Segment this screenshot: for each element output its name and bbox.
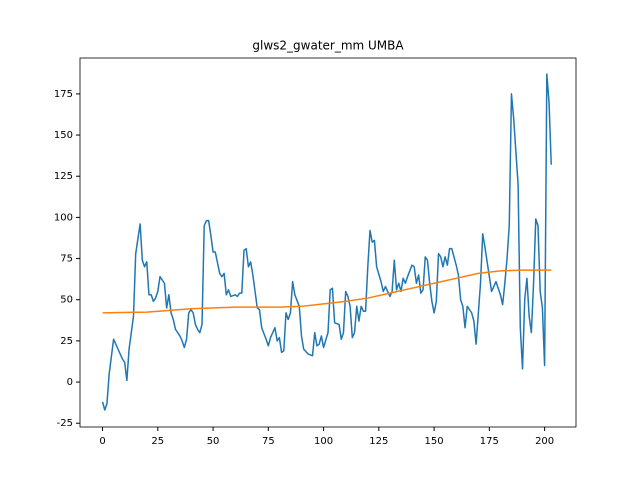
plot-frame — [79, 57, 577, 428]
x-tick-label: 75 — [262, 436, 275, 447]
y-tick-label: 175 — [54, 89, 73, 100]
data-line — [102, 269, 552, 314]
y-tick-label: 25 — [60, 336, 73, 347]
x-tick-label: 0 — [99, 436, 105, 447]
x-tick-label: 125 — [369, 436, 388, 447]
chart-title: glws2_gwater_mm UMBA — [252, 39, 404, 53]
y-tick-label: 100 — [54, 212, 73, 223]
x-tick-label: 200 — [535, 436, 554, 447]
x-tick-label: 50 — [207, 436, 220, 447]
data-line — [101, 73, 552, 411]
y-tick-label: -25 — [57, 418, 73, 429]
y-tick-label: 50 — [60, 295, 73, 306]
y-tick-label: 0 — [67, 377, 73, 388]
y-tick-label: 75 — [60, 254, 73, 265]
x-tick-label: 175 — [480, 436, 499, 447]
y-tick-label: 125 — [54, 171, 73, 182]
x-tick-label: 150 — [425, 436, 444, 447]
x-tick-label: 25 — [151, 436, 164, 447]
x-tick-label: 100 — [314, 436, 333, 447]
y-tick-label: 150 — [54, 130, 73, 141]
